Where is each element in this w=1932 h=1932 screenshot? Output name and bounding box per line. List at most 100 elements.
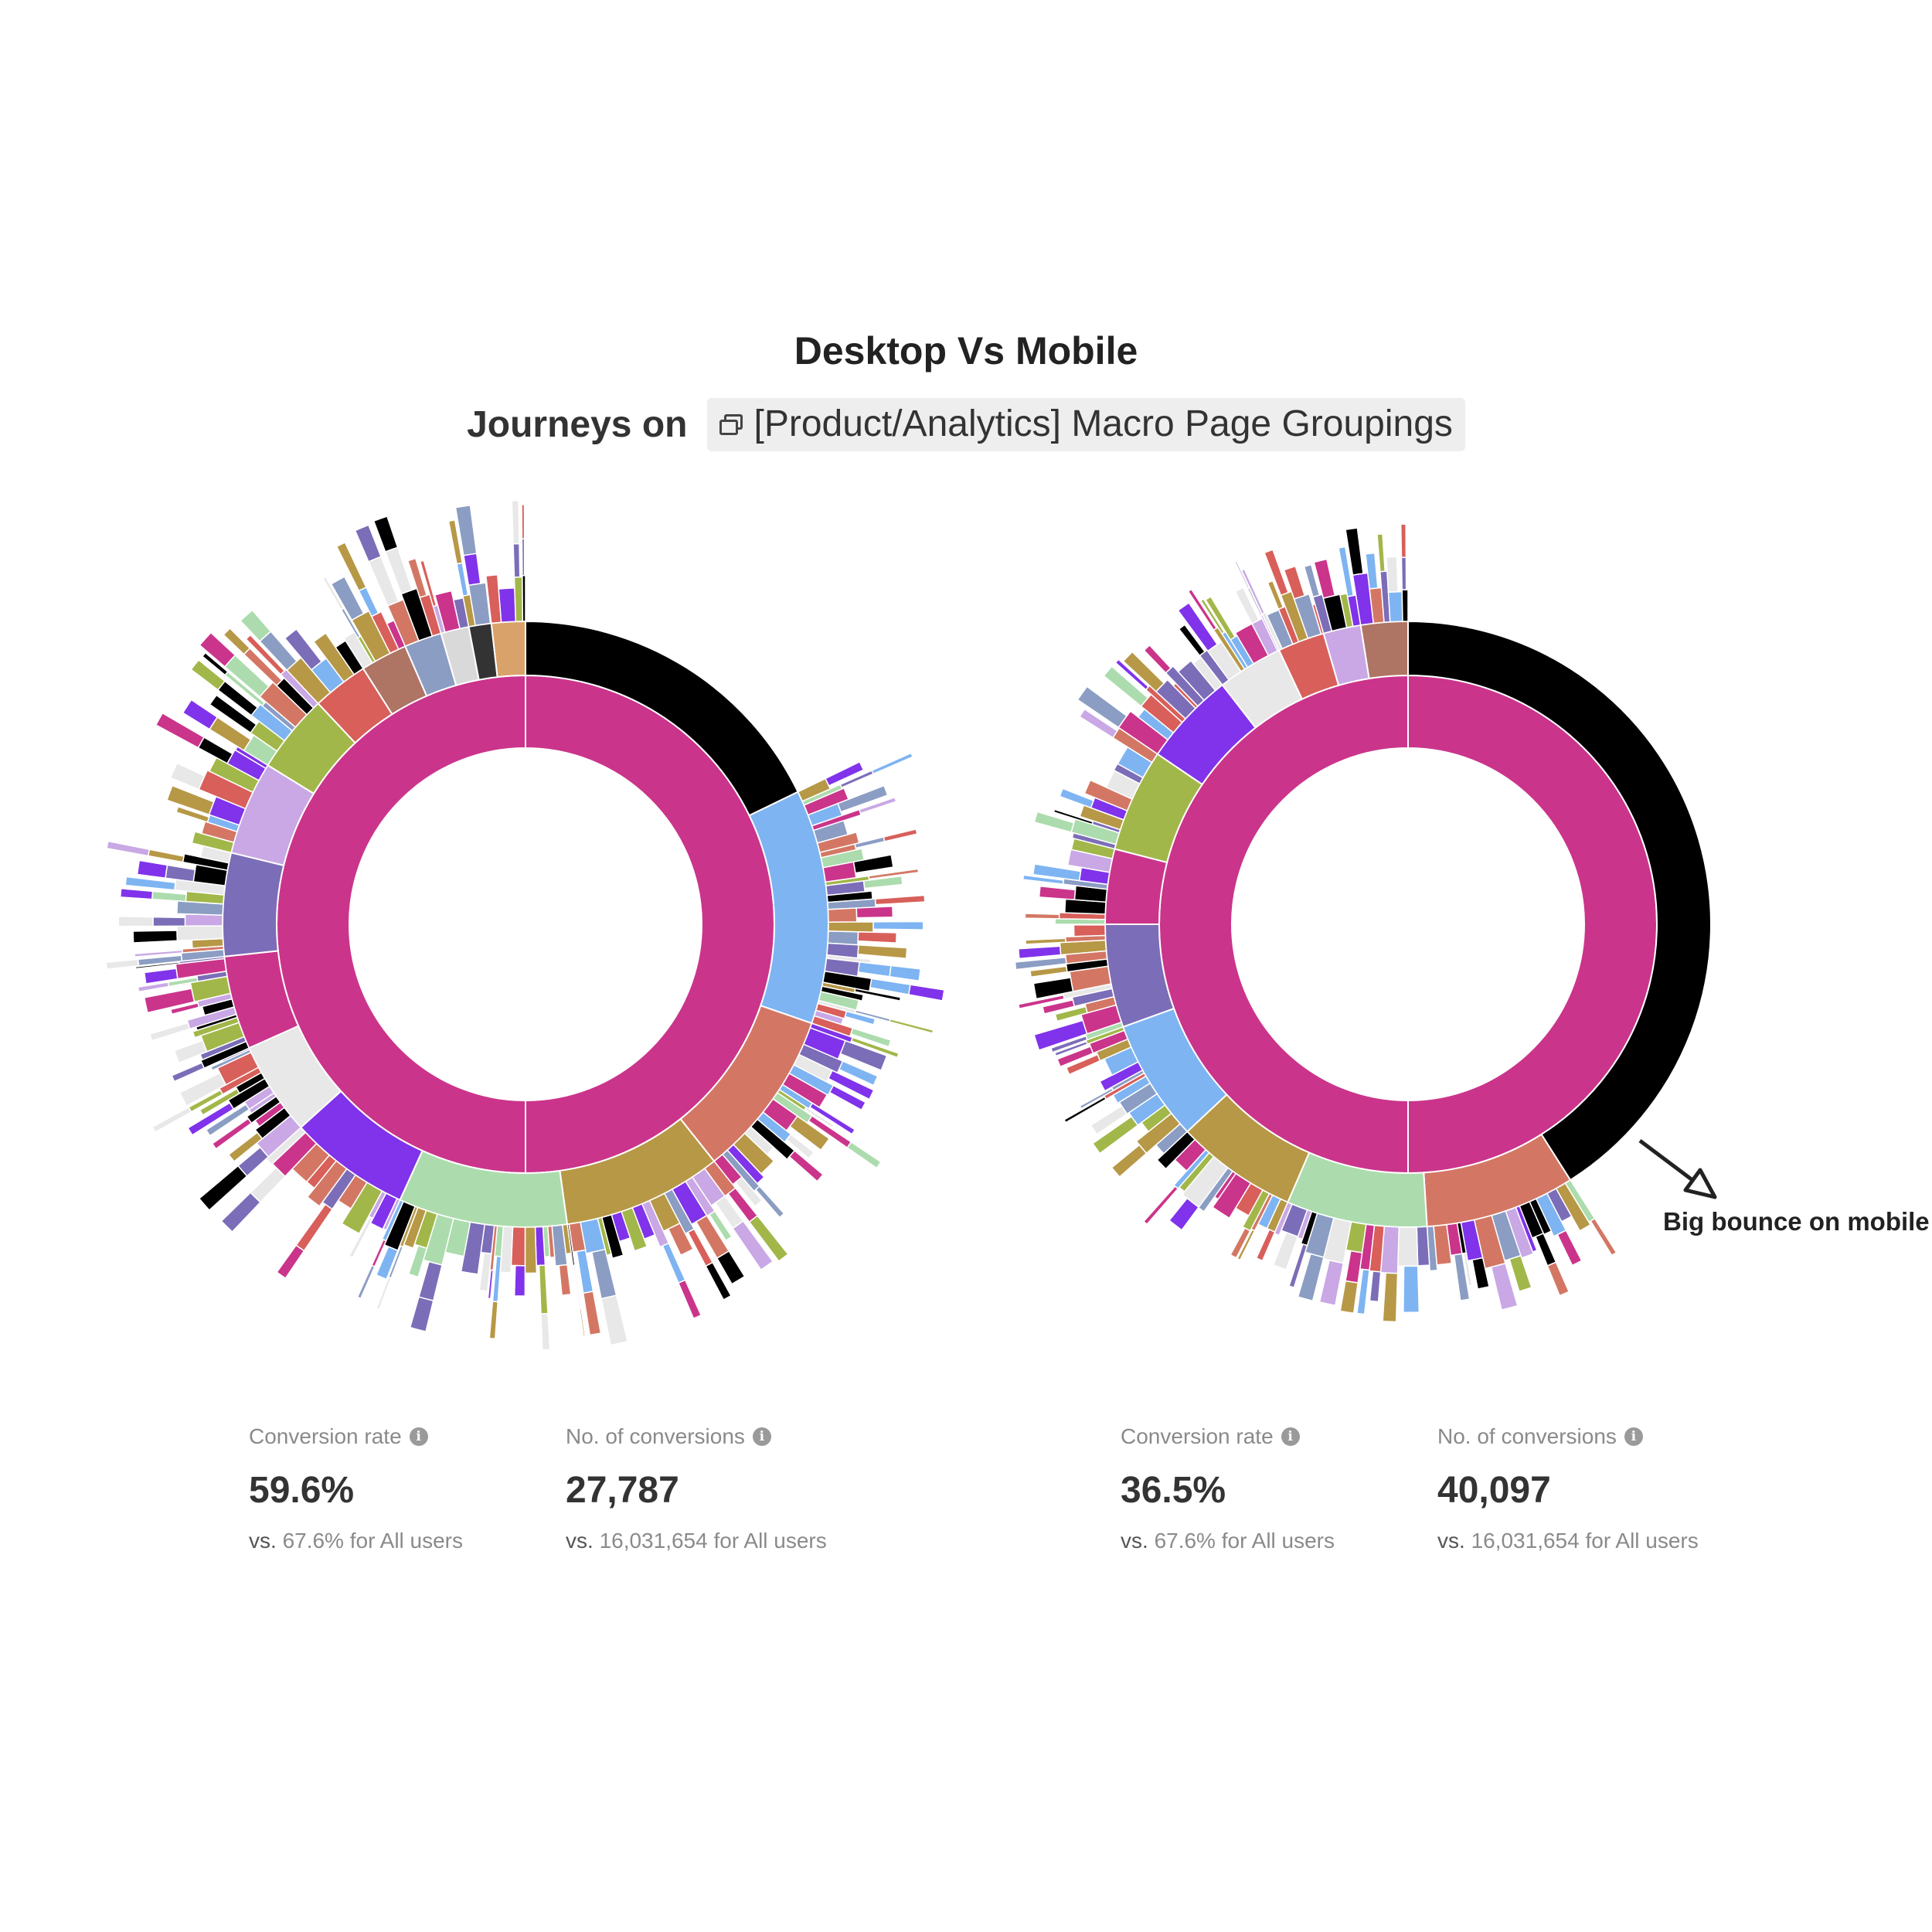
ring-outer-fragment[interactable] <box>872 920 924 930</box>
ring-outer-fragment[interactable] <box>151 1106 192 1133</box>
ring-outer-fragment[interactable] <box>1111 1144 1148 1178</box>
ring-outer-fragment[interactable] <box>521 504 526 539</box>
ring-outer-fragment[interactable] <box>828 921 874 934</box>
ring-outer-fragment[interactable] <box>825 760 865 787</box>
ring-outer-fragment[interactable] <box>808 1102 856 1135</box>
ring-outer-fragment[interactable] <box>1490 1262 1519 1311</box>
ring-outer-fragment[interactable] <box>1142 1185 1179 1226</box>
ring-outer-fragment[interactable] <box>785 1133 815 1160</box>
ring-outer-fragment[interactable] <box>754 1185 785 1219</box>
ring-outer-fragment[interactable] <box>849 1027 892 1048</box>
ring-outer-fragment[interactable] <box>1025 937 1066 945</box>
ring-outer-fragment[interactable] <box>1318 1259 1345 1307</box>
ring-outer-fragment[interactable] <box>375 1246 399 1281</box>
ring-outer-fragment[interactable] <box>1345 527 1364 576</box>
ring-outer-fragment[interactable] <box>850 1036 900 1059</box>
ring-outer-fragment[interactable] <box>1297 1253 1325 1302</box>
ring-outer-fragment[interactable] <box>667 1222 694 1257</box>
ring-outer-fragment[interactable] <box>1401 589 1409 622</box>
ring-outer-fragment[interactable] <box>1267 580 1284 611</box>
ring-outer-fragment[interactable] <box>211 1117 253 1150</box>
ring-outer-fragment[interactable] <box>182 699 219 730</box>
ring-outer-fragment[interactable] <box>169 762 206 791</box>
ring-2-segment-1[interactable] <box>1407 620 1712 1182</box>
ring-2-segment-13[interactable] <box>1359 620 1409 680</box>
ring-outer-fragment[interactable] <box>837 784 889 813</box>
ring-outer-fragment[interactable] <box>844 1010 876 1026</box>
ring-outer-fragment[interactable] <box>295 1203 334 1252</box>
ring-outer-fragment[interactable] <box>1403 1265 1420 1313</box>
ring-outer-fragment[interactable] <box>827 907 858 923</box>
ring-outer-fragment[interactable] <box>1017 994 1066 1010</box>
ring-outer-fragment[interactable] <box>1416 1226 1430 1267</box>
info-icon[interactable]: i <box>752 1427 771 1446</box>
ring-outer-fragment[interactable] <box>165 864 196 883</box>
ring-outer-fragment[interactable] <box>220 1192 261 1233</box>
ring-outer-fragment[interactable] <box>1345 1250 1363 1284</box>
ring-outer-fragment[interactable] <box>105 958 140 970</box>
ring-outer-fragment[interactable] <box>1065 1053 1101 1076</box>
ring-outer-fragment[interactable] <box>1042 999 1076 1015</box>
ring-outer-fragment[interactable] <box>152 916 186 927</box>
ring-outer-fragment[interactable] <box>857 961 892 978</box>
ring-1-segment-1[interactable] <box>276 674 775 1175</box>
ring-outer-fragment[interactable] <box>1240 568 1266 615</box>
ring-outer-fragment[interactable] <box>871 752 914 775</box>
ring-outer-fragment[interactable] <box>1073 924 1107 937</box>
ring-outer-fragment[interactable] <box>1199 598 1226 635</box>
ring-outer-fragment[interactable] <box>106 840 151 857</box>
ring-outer-fragment[interactable] <box>487 1269 495 1300</box>
ring-outer-fragment[interactable] <box>827 1070 875 1100</box>
ring-outer-fragment[interactable] <box>137 981 170 993</box>
ring-outer-fragment[interactable] <box>1032 977 1074 1000</box>
ring-outer-fragment[interactable] <box>868 868 920 880</box>
ring-outer-fragment[interactable] <box>1056 1046 1094 1068</box>
ring-outer-fragment[interactable] <box>854 836 886 849</box>
ring-outer-fragment[interactable] <box>376 1276 393 1311</box>
ring-outer-fragment[interactable] <box>804 1106 835 1129</box>
ring-outer-fragment[interactable] <box>857 931 898 944</box>
ring-outer-fragment[interactable] <box>1014 956 1067 971</box>
ring-outer-fragment[interactable] <box>478 1252 492 1292</box>
ring-outer-fragment[interactable] <box>513 576 524 622</box>
ring-outer-fragment[interactable] <box>1255 1228 1276 1262</box>
ring-outer-fragment[interactable] <box>732 1219 774 1271</box>
ring-2-segment-17[interactable] <box>490 620 526 679</box>
ring-outer-fragment[interactable] <box>284 628 323 671</box>
ring-outer-fragment[interactable] <box>184 913 223 927</box>
ring-outer-fragment[interactable] <box>1177 601 1219 652</box>
ring-outer-fragment[interactable] <box>124 876 176 891</box>
ring-outer-fragment[interactable] <box>1264 549 1289 597</box>
ring-outer-fragment[interactable] <box>488 1301 499 1340</box>
ring-outer-fragment[interactable] <box>407 1244 428 1278</box>
info-icon[interactable]: i <box>409 1427 428 1446</box>
ring-outer-fragment[interactable] <box>1018 945 1062 960</box>
ring-outer-fragment[interactable] <box>119 887 154 900</box>
ring-outer-fragment[interactable] <box>889 1018 934 1034</box>
ring-1-segment-1[interactable] <box>1158 674 1658 1175</box>
ring-outer-fragment[interactable] <box>513 1264 526 1297</box>
ring-outer-fragment[interactable] <box>201 651 229 676</box>
sunburst-mobile[interactable] <box>1014 523 1712 1323</box>
ring-outer-fragment[interactable] <box>1236 1229 1256 1261</box>
ring-outer-fragment[interactable] <box>143 988 196 1014</box>
ring-outer-fragment[interactable] <box>1338 546 1355 597</box>
ring-outer-fragment[interactable] <box>151 890 187 903</box>
ring-outer-fragment[interactable] <box>524 1226 538 1274</box>
ring-outer-fragment[interactable] <box>1059 787 1095 809</box>
ring-outer-fragment[interactable] <box>1382 1272 1399 1323</box>
ring-outer-fragment[interactable] <box>1365 552 1379 590</box>
ring-outer-fragment[interactable] <box>205 1103 250 1137</box>
ring-outer-fragment[interactable] <box>907 984 945 1002</box>
ring-outer-fragment[interactable] <box>240 609 272 642</box>
sunburst-desktop[interactable] <box>105 499 945 1351</box>
ring-outer-fragment[interactable] <box>1033 811 1075 833</box>
ring-outer-fragment[interactable] <box>447 519 464 565</box>
ring-outer-fragment[interactable] <box>132 930 179 944</box>
ring-outer-fragment[interactable] <box>1400 523 1407 559</box>
ring-outer-fragment[interactable] <box>1077 685 1128 729</box>
ring-outer-fragment[interactable] <box>1079 708 1118 739</box>
ring-outer-fragment[interactable] <box>1288 1243 1308 1289</box>
ring-outer-fragment[interactable] <box>419 560 437 607</box>
ring-outer-fragment[interactable] <box>1546 1261 1570 1297</box>
